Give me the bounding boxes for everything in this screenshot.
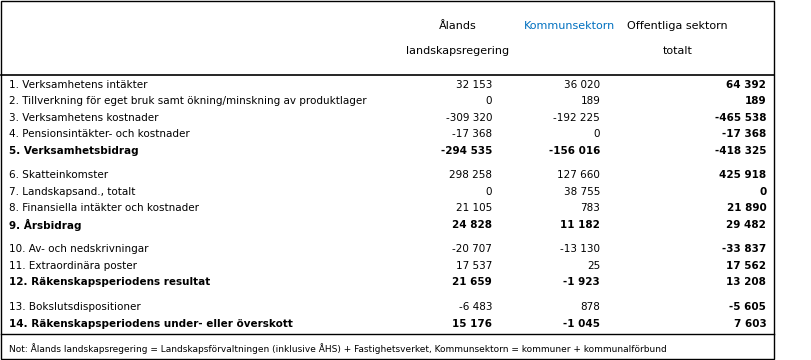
Text: 13 208: 13 208: [727, 278, 766, 287]
Text: 64 392: 64 392: [727, 80, 766, 90]
Text: 11 182: 11 182: [560, 220, 600, 230]
Text: -33 837: -33 837: [722, 244, 766, 255]
Text: 1. Verksamhetens intäkter: 1. Verksamhetens intäkter: [9, 80, 148, 90]
Text: 7 603: 7 603: [734, 319, 766, 329]
Text: -309 320: -309 320: [445, 113, 492, 123]
Text: 17 562: 17 562: [727, 261, 766, 271]
Text: 878: 878: [581, 302, 600, 312]
Text: 8. Finansiella intäkter och kostnader: 8. Finansiella intäkter och kostnader: [9, 203, 200, 213]
Text: -6 483: -6 483: [458, 302, 492, 312]
Text: 32 153: 32 153: [456, 80, 492, 90]
Text: 29 482: 29 482: [727, 220, 766, 230]
Text: 3. Verksamhetens kostnader: 3. Verksamhetens kostnader: [9, 113, 159, 123]
Text: 21 659: 21 659: [453, 278, 492, 287]
Text: -418 325: -418 325: [714, 145, 766, 156]
Text: -1 045: -1 045: [564, 319, 600, 329]
Text: 189: 189: [744, 96, 766, 106]
Text: 10. Av- och nedskrivningar: 10. Av- och nedskrivningar: [9, 244, 148, 255]
Text: Kommunsektorn: Kommunsektorn: [524, 21, 615, 31]
Text: -20 707: -20 707: [453, 244, 492, 255]
Text: 21 890: 21 890: [727, 203, 766, 213]
Text: 0: 0: [759, 187, 766, 197]
Text: -156 016: -156 016: [549, 145, 600, 156]
Text: 0: 0: [486, 96, 492, 106]
Text: -1 923: -1 923: [564, 278, 600, 287]
Text: 2. Tillverkning för eget bruk samt ökning/minskning av produktlager: 2. Tillverkning för eget bruk samt öknin…: [9, 96, 367, 106]
Text: landskapsregering: landskapsregering: [406, 46, 508, 56]
Text: 425 918: 425 918: [719, 170, 766, 180]
Text: 189: 189: [581, 96, 600, 106]
Text: -17 368: -17 368: [452, 129, 492, 139]
Text: 127 660: 127 660: [557, 170, 600, 180]
Text: 11. Extraordinära poster: 11. Extraordinära poster: [9, 261, 137, 271]
Text: 0: 0: [486, 187, 492, 197]
Text: totalt: totalt: [663, 46, 693, 56]
Text: 9. Årsbidrag: 9. Årsbidrag: [9, 219, 82, 231]
Text: -5 605: -5 605: [730, 302, 766, 312]
Text: -465 538: -465 538: [714, 113, 766, 123]
Text: Ålands: Ålands: [439, 21, 476, 31]
Text: Offentliga sektorn: Offentliga sektorn: [627, 21, 727, 31]
Text: 15 176: 15 176: [452, 319, 492, 329]
Text: 298 258: 298 258: [449, 170, 492, 180]
Text: 21 105: 21 105: [456, 203, 492, 213]
Text: 0: 0: [594, 129, 600, 139]
Text: 7. Landskapsand., totalt: 7. Landskapsand., totalt: [9, 187, 135, 197]
Text: 13. Bokslutsdispositioner: 13. Bokslutsdispositioner: [9, 302, 141, 312]
Text: 17 537: 17 537: [456, 261, 492, 271]
Text: 14. Räkenskapsperiodens under- eller överskott: 14. Räkenskapsperiodens under- eller öve…: [9, 319, 293, 329]
Text: -294 535: -294 535: [440, 145, 492, 156]
Text: 5. Verksamhetsbidrag: 5. Verksamhetsbidrag: [9, 145, 139, 156]
Text: 783: 783: [581, 203, 600, 213]
Text: 12. Räkenskapsperiodens resultat: 12. Räkenskapsperiodens resultat: [9, 278, 210, 287]
Text: 36 020: 36 020: [564, 80, 600, 90]
Text: 6. Skatteinkomster: 6. Skatteinkomster: [9, 170, 108, 180]
Text: -192 225: -192 225: [553, 113, 600, 123]
Text: 25: 25: [587, 261, 600, 271]
Text: 24 828: 24 828: [452, 220, 492, 230]
Text: Not: Ålands landskapsregering = Landskapsförvaltningen (inklusive ÅHS) + Fastigh: Not: Ålands landskapsregering = Landskap…: [9, 343, 667, 354]
Text: 38 755: 38 755: [564, 187, 600, 197]
Text: -13 130: -13 130: [560, 244, 600, 255]
Text: -17 368: -17 368: [722, 129, 766, 139]
Text: 4. Pensionsintäkter- och kostnader: 4. Pensionsintäkter- och kostnader: [9, 129, 190, 139]
